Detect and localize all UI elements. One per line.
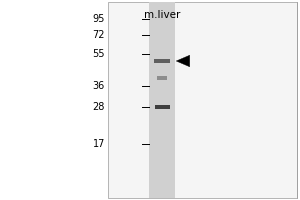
Bar — [154, 59, 170, 63]
Text: m.liver: m.liver — [144, 10, 180, 20]
Text: 72: 72 — [92, 30, 105, 40]
Bar — [154, 105, 169, 109]
Text: 17: 17 — [93, 139, 105, 149]
Text: 36: 36 — [93, 81, 105, 91]
Bar — [108, 2, 297, 198]
Bar — [149, 2, 175, 198]
Text: 28: 28 — [93, 102, 105, 112]
Text: 55: 55 — [92, 49, 105, 59]
Polygon shape — [176, 55, 190, 67]
Bar — [157, 76, 167, 80]
Text: 95: 95 — [93, 14, 105, 24]
